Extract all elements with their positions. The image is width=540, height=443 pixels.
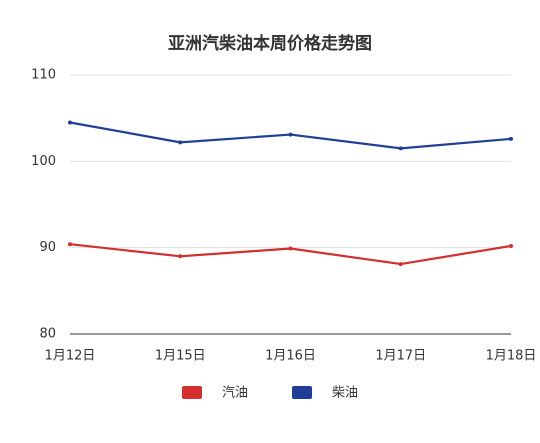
x-tick-label: 1月12日 [45,349,96,364]
data-point [509,136,513,141]
data-point [509,243,513,248]
data-point [178,140,183,145]
data-point [68,242,72,247]
y-tick-label: 100 [31,154,56,169]
legend-swatch [182,386,202,399]
x-tick-label: 1月17日 [375,349,426,364]
y-tick-label: 110 [31,68,56,83]
data-point [398,262,403,267]
x-tick-label: 1月16日 [265,349,316,364]
legend-swatch [292,386,312,399]
x-tick-label: 1月18日 [486,349,537,364]
data-point [398,146,403,151]
y-tick-label: 90 [39,240,56,255]
data-point [288,132,293,137]
x-tick-label: 1月15日 [155,349,206,364]
data-point [68,120,72,125]
data-point [288,246,293,251]
legend-label: 汽油 [222,386,248,401]
legend-label: 柴油 [332,386,358,401]
chart-title: 亚洲汽柴油本周价格走势图 [168,33,372,54]
data-point [178,254,183,259]
y-tick-label: 80 [39,327,56,342]
